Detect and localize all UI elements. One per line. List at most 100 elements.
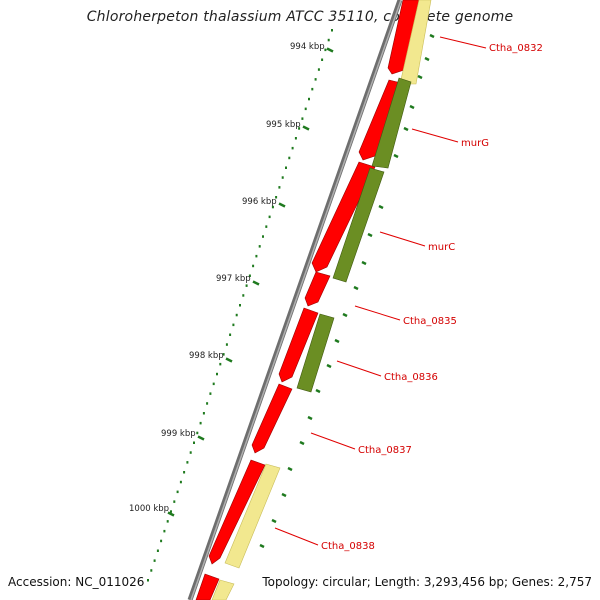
scale-dot (176, 490, 179, 494)
scale-dot (239, 304, 241, 307)
scale-dot (193, 441, 195, 444)
scale-major-tick (225, 357, 233, 363)
gene-label-murc[interactable]: murC (428, 242, 455, 253)
scale-dot (317, 68, 320, 71)
scale-dot (209, 392, 212, 395)
scale-dot (202, 412, 205, 415)
scale-ticks (167, 47, 334, 517)
cds-feature-ring (195, 0, 420, 600)
scale-dot (229, 333, 232, 336)
feature-murg-green (371, 77, 412, 169)
scale-dot (275, 196, 278, 199)
scale-dot (179, 480, 182, 484)
scale-dot-ring (147, 29, 333, 582)
cds-ctha-0836 (278, 307, 319, 383)
scale-dot (327, 38, 330, 42)
feature-next-yellow (211, 579, 235, 600)
gene-label-ctha-0837[interactable]: Ctha_0837 (358, 445, 412, 456)
scale-dot (242, 294, 245, 297)
scale-label-995: 995 kbp (266, 120, 301, 130)
scale-major-tick (197, 435, 205, 441)
gene-label-ctha-0838[interactable]: Ctha_0838 (321, 541, 375, 552)
scale-label-1000: 1000 kbp (129, 504, 169, 514)
cds-ctha-0835 (304, 271, 331, 307)
scale-major-tick (278, 202, 286, 208)
accession-text: Accession: NC_011026 (8, 575, 145, 589)
feature-ctha-0832-yellow (399, 0, 432, 85)
scale-dot (225, 343, 228, 346)
scale-label-999: 999 kbp (161, 429, 196, 439)
scale-dot (281, 176, 284, 179)
scale-dot (156, 549, 159, 552)
scale-dot (291, 146, 294, 150)
gene-label-ctha-0835[interactable]: Ctha_0835 (403, 316, 457, 327)
scale-dot (258, 245, 261, 248)
scale-dot (186, 461, 189, 464)
scale-dot (216, 372, 218, 376)
scale-dot (252, 264, 255, 268)
scale-dot (314, 78, 317, 81)
scale-label-996: 996 kbp (242, 197, 277, 207)
scale-dot (173, 500, 176, 503)
scale-dot (301, 117, 304, 120)
label-callouts (274, 36, 487, 546)
gene-tick-marks (259, 33, 435, 549)
scale-label-998: 998 kbp (189, 351, 224, 361)
scale-dot (265, 225, 268, 228)
scale-dot (160, 539, 163, 543)
scale-dot (294, 137, 297, 140)
scale-dot (232, 323, 235, 327)
scale-dot (278, 186, 281, 189)
scale-dot (268, 215, 271, 219)
scale-dot (163, 529, 166, 533)
scale-dot (147, 579, 149, 582)
scale-dot (288, 156, 291, 160)
backbone-ring (187, 0, 403, 600)
scale-dot (212, 382, 215, 386)
scale-dot (166, 520, 169, 523)
cds-ctha-0837 (251, 383, 293, 454)
gene-category-ring (211, 0, 432, 600)
scale-dot (321, 58, 324, 61)
scale-major-tick (326, 47, 334, 53)
scale-dot (219, 362, 222, 366)
scale-dot (170, 510, 172, 513)
scale-dot (324, 48, 327, 52)
scale-label-997: 997 kbp (216, 274, 251, 284)
feature-murc-green (332, 167, 385, 283)
scale-dot (311, 87, 314, 91)
scale-major-tick (252, 280, 260, 286)
scale-dot (183, 471, 186, 474)
scale-dot (262, 235, 264, 238)
scale-label-994: 994 kbp (290, 42, 325, 52)
feature-ctha-0838-yellow (224, 463, 281, 569)
scale-dot (298, 127, 301, 130)
scale-dot (255, 254, 258, 258)
scale-major-tick (302, 125, 310, 131)
scale-dot (153, 559, 156, 562)
scale-dot (150, 569, 153, 572)
gene-label-ctha-0836[interactable]: Ctha_0836 (384, 372, 438, 383)
scale-major-tick (167, 511, 175, 517)
scale-dot (206, 402, 209, 405)
scale-dot (271, 205, 274, 209)
cds-ctha-0832 (387, 0, 420, 75)
feature-ctha-0836-green (296, 313, 335, 393)
gene-label-ctha-0832[interactable]: Ctha_0832 (489, 43, 543, 54)
gene-label-murg[interactable]: murG (461, 138, 489, 149)
scale-dot (248, 274, 251, 277)
scale-dot (235, 313, 238, 317)
cds-next (195, 573, 220, 600)
scale-dot (304, 107, 307, 111)
topology-summary: Topology: circular; Length: 3,293,456 bp… (262, 575, 592, 589)
scale-dot (331, 29, 333, 32)
scale-dot (222, 353, 225, 356)
scale-dot (245, 284, 248, 287)
scale-dot (196, 431, 199, 435)
cds-ctha-0838 (208, 459, 266, 565)
scale-dot (285, 166, 287, 169)
scale-dot (189, 451, 192, 454)
scale-dot (199, 421, 202, 425)
